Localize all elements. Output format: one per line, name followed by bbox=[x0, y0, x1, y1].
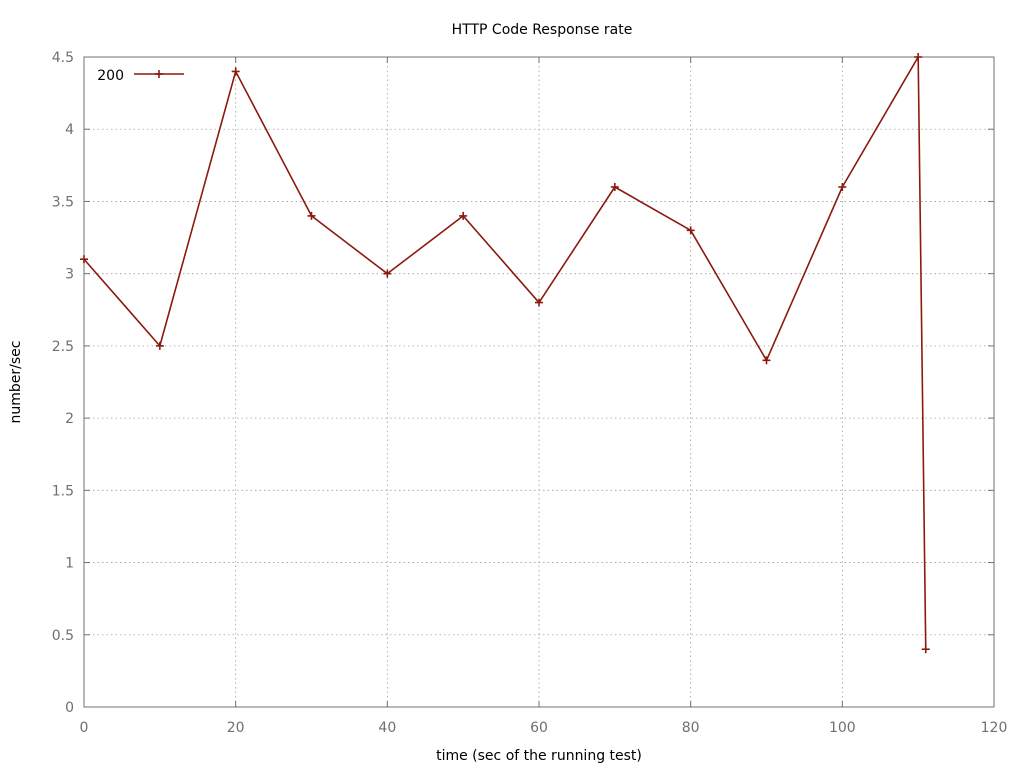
y-tick-label: 3.5 bbox=[52, 194, 74, 210]
y-tick-label: 1.5 bbox=[52, 483, 74, 499]
legend: 200 bbox=[97, 68, 184, 84]
data-point bbox=[838, 183, 847, 191]
y-tick-label: 2 bbox=[65, 411, 74, 427]
y-tick-label: 4 bbox=[65, 122, 74, 138]
x-tick-label: 120 bbox=[981, 720, 1008, 736]
x-axis-label: time (sec of the running test) bbox=[436, 748, 642, 764]
data-point bbox=[459, 211, 468, 220]
legend-plus-marker bbox=[155, 70, 163, 78]
y-tick-label: 0 bbox=[65, 700, 74, 716]
x-tick-labels: 0 20 40 60 80 100 120 bbox=[80, 720, 1008, 736]
chart-title: HTTP Code Response rate bbox=[452, 22, 633, 38]
data-point bbox=[762, 356, 771, 365]
y-tick-label: 3 bbox=[65, 267, 74, 283]
data-point bbox=[535, 298, 543, 307]
x-tick-label: 100 bbox=[829, 720, 856, 736]
y-axis-label: number/sec bbox=[8, 341, 24, 424]
data-point bbox=[80, 255, 88, 264]
y-tick-label: 0.5 bbox=[52, 628, 74, 644]
data-point bbox=[155, 341, 164, 350]
x-tick-label: 0 bbox=[80, 720, 89, 736]
y-tick-labels: 0 0.5 1 1.5 2 2.5 3 3.5 4 4.5 bbox=[52, 50, 74, 716]
data-point bbox=[686, 226, 695, 235]
legend-marker-200 bbox=[155, 70, 163, 78]
x-tick-label: 40 bbox=[378, 720, 396, 736]
legend-label-200: 200 bbox=[97, 68, 124, 84]
y-tick-label: 1 bbox=[65, 556, 74, 572]
data-point bbox=[231, 67, 240, 76]
data-point bbox=[307, 211, 316, 220]
y-tick-label: 4.5 bbox=[52, 50, 74, 66]
data-point bbox=[921, 645, 930, 654]
x-tick-label: 60 bbox=[530, 720, 548, 736]
data-point bbox=[383, 269, 392, 278]
data-point bbox=[610, 183, 619, 191]
series-line-200 bbox=[83, 56, 927, 650]
y-tick-label: 2.5 bbox=[52, 339, 74, 355]
series-layer bbox=[80, 53, 930, 654]
grid bbox=[84, 57, 994, 707]
plot-frame bbox=[83, 56, 995, 708]
x-tick-label: 20 bbox=[227, 720, 245, 736]
data-point bbox=[914, 53, 923, 61]
x-tick-label: 80 bbox=[682, 720, 700, 736]
